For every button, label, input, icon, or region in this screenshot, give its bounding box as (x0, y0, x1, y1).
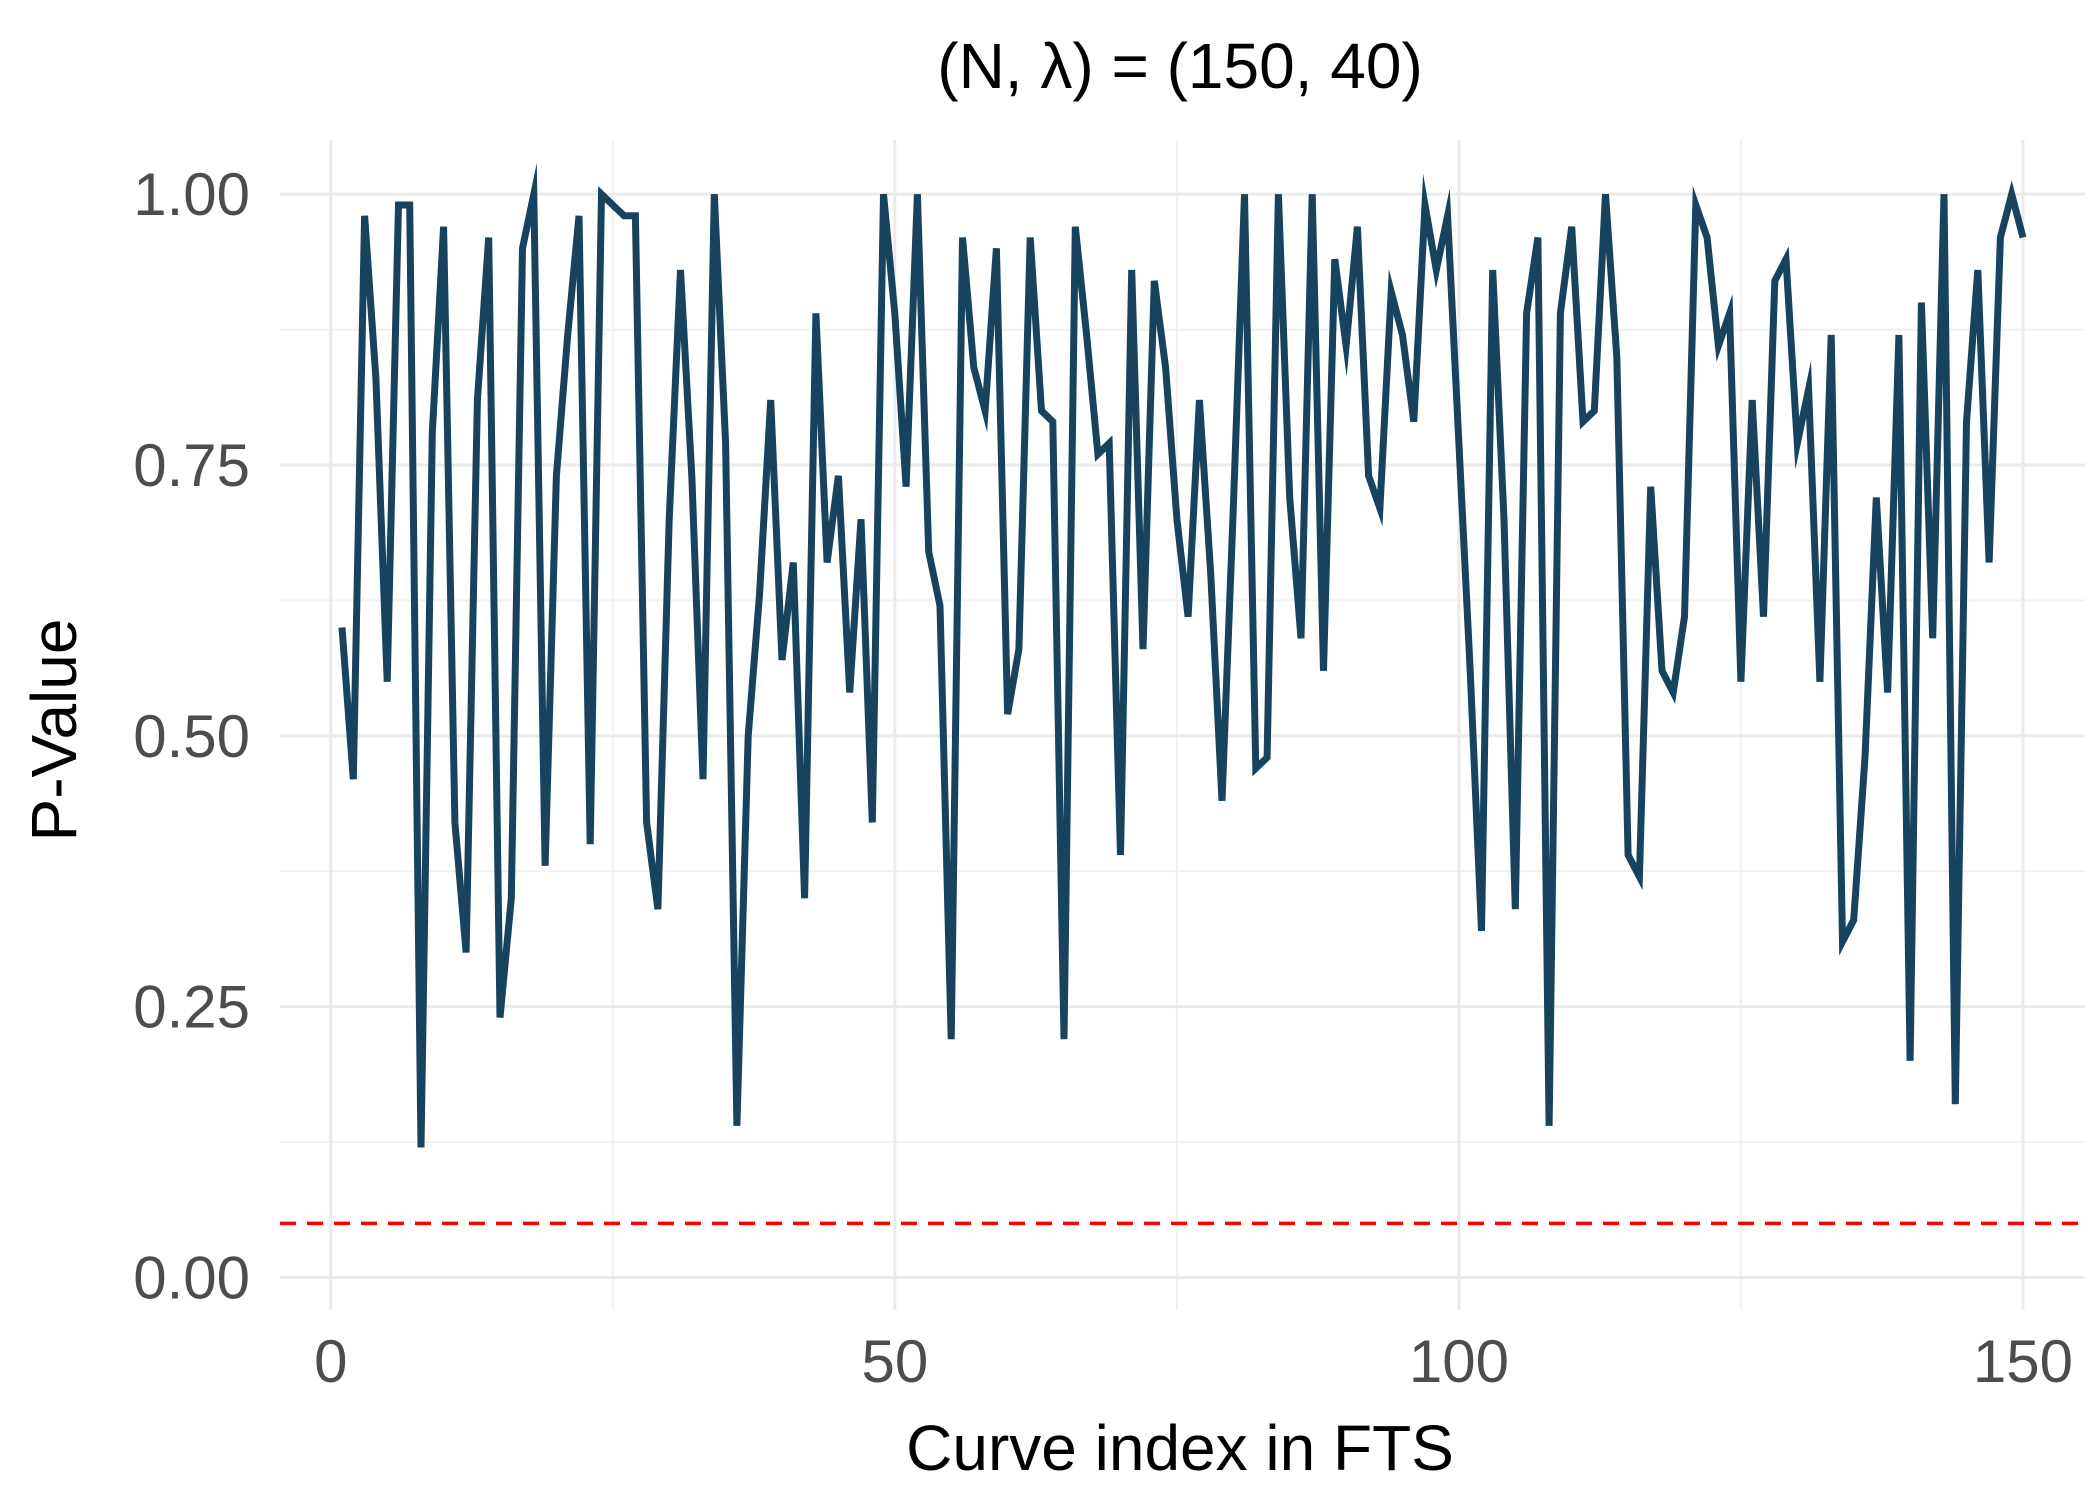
x-tick-label: 0 (314, 1328, 347, 1395)
y-axis-title: P-Value (18, 619, 90, 842)
x-axis-title: Curve index in FTS (906, 1412, 1454, 1484)
x-tick-label: 150 (1973, 1328, 2073, 1395)
chart-title: (N, λ) = (150, 40) (937, 30, 1423, 102)
y-tick-label: 1.00 (133, 161, 250, 228)
y-tick-label: 0.75 (133, 432, 250, 499)
tick-label-layer: 0 50 100 150 0.00 0.25 0.50 0.75 1.00 (133, 161, 2073, 1395)
y-tick-label: 0.50 (133, 703, 250, 770)
x-tick-label: 50 (861, 1328, 928, 1395)
y-tick-label: 0.25 (133, 974, 250, 1041)
p-value-series-line (338, 162, 2027, 1148)
y-tick-label: 0.00 (133, 1245, 250, 1312)
grid-layer (280, 140, 2085, 1310)
series-layer (338, 162, 2027, 1148)
x-tick-label: 100 (1409, 1328, 1509, 1395)
